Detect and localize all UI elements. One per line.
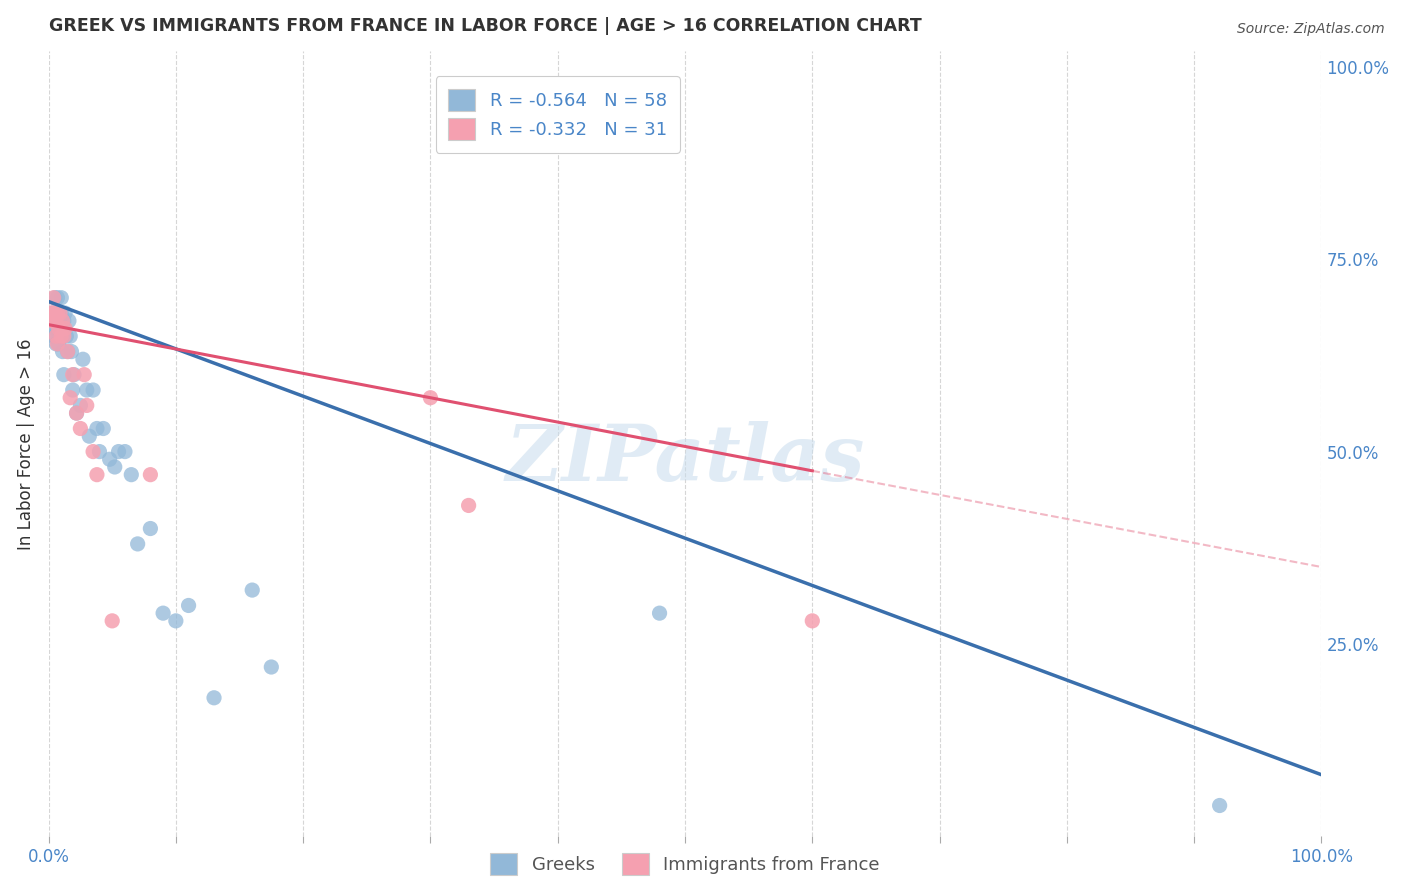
Point (152, 606, 174, 620)
Point (79, 429, 101, 443)
Point (42, 291, 65, 305)
Point (49, 306, 72, 320)
Point (165, 614, 187, 628)
Point (52, 314, 75, 328)
Point (82, 444, 104, 458)
Point (41, 306, 63, 320)
Point (49, 321, 72, 335)
Point (42, 321, 65, 335)
Point (52, 368, 75, 382)
Point (62, 383, 84, 397)
Point (46, 306, 69, 320)
Point (45, 306, 67, 320)
Point (59, 329, 82, 343)
Point (65, 406, 87, 420)
Point (46, 306, 69, 320)
Text: GREEK VS IMMIGRANTS FROM FRANCE IN LABOR FORCE | AGE > 16 CORRELATION CHART: GREEK VS IMMIGRANTS FROM FRANCE IN LABOR… (49, 17, 921, 35)
Text: Source: ZipAtlas.com: Source: ZipAtlas.com (1237, 22, 1385, 37)
Point (69, 399, 91, 413)
Point (58, 314, 80, 328)
Point (45, 329, 67, 343)
Point (51, 291, 73, 305)
Point (44, 329, 66, 343)
Point (240, 583, 263, 598)
Point (139, 522, 162, 536)
Point (56, 344, 79, 359)
Point (44, 314, 66, 328)
Point (62, 368, 84, 382)
Point (41, 329, 63, 343)
Point (48, 321, 70, 335)
Point (42, 314, 65, 328)
Point (41, 314, 63, 328)
Point (65, 406, 87, 420)
Point (76, 399, 98, 413)
Point (45, 314, 67, 328)
Point (51, 329, 73, 343)
Point (139, 467, 162, 482)
Text: ZIPatlas: ZIPatlas (505, 421, 865, 498)
Point (177, 599, 200, 613)
Point (1208, 798, 1230, 813)
Point (114, 444, 136, 458)
Point (120, 467, 142, 482)
Point (648, 606, 671, 620)
Point (260, 660, 283, 674)
Point (457, 499, 479, 513)
Point (48, 329, 70, 343)
Point (42, 306, 65, 320)
Point (46, 291, 69, 305)
Point (46, 337, 69, 351)
Point (98, 452, 121, 467)
Point (107, 444, 129, 458)
Point (69, 421, 91, 435)
Point (53, 306, 76, 320)
Point (63, 368, 86, 382)
Point (44, 306, 66, 320)
Point (45, 337, 67, 351)
Point (82, 383, 104, 397)
Point (49, 314, 72, 328)
Point (51, 306, 73, 320)
Point (76, 383, 98, 397)
Point (60, 344, 83, 359)
Point (53, 321, 76, 335)
Point (72, 352, 94, 367)
Point (45, 314, 67, 328)
Point (46, 321, 69, 335)
Point (86, 467, 108, 482)
Point (52, 329, 75, 343)
Point (39, 314, 62, 328)
Point (127, 537, 149, 551)
Point (44, 291, 66, 305)
Point (51, 329, 73, 343)
Point (44, 314, 66, 328)
Point (104, 460, 127, 475)
Point (55, 329, 77, 343)
Point (51, 314, 73, 328)
Point (39, 306, 62, 320)
Point (48, 337, 70, 351)
Point (801, 614, 824, 628)
Point (48, 306, 70, 320)
Point (73, 368, 96, 382)
Point (419, 391, 441, 405)
Point (59, 391, 82, 405)
Y-axis label: In Labor Force | Age > 16: In Labor Force | Age > 16 (17, 338, 35, 549)
Point (91, 421, 114, 435)
Legend: Greeks, Immigrants from France: Greeks, Immigrants from France (484, 846, 887, 882)
Point (86, 421, 108, 435)
Point (51, 329, 73, 343)
Point (56, 344, 79, 359)
Point (202, 690, 225, 705)
Point (89, 444, 111, 458)
Point (41, 306, 63, 320)
Point (101, 614, 124, 628)
Point (51, 344, 73, 359)
